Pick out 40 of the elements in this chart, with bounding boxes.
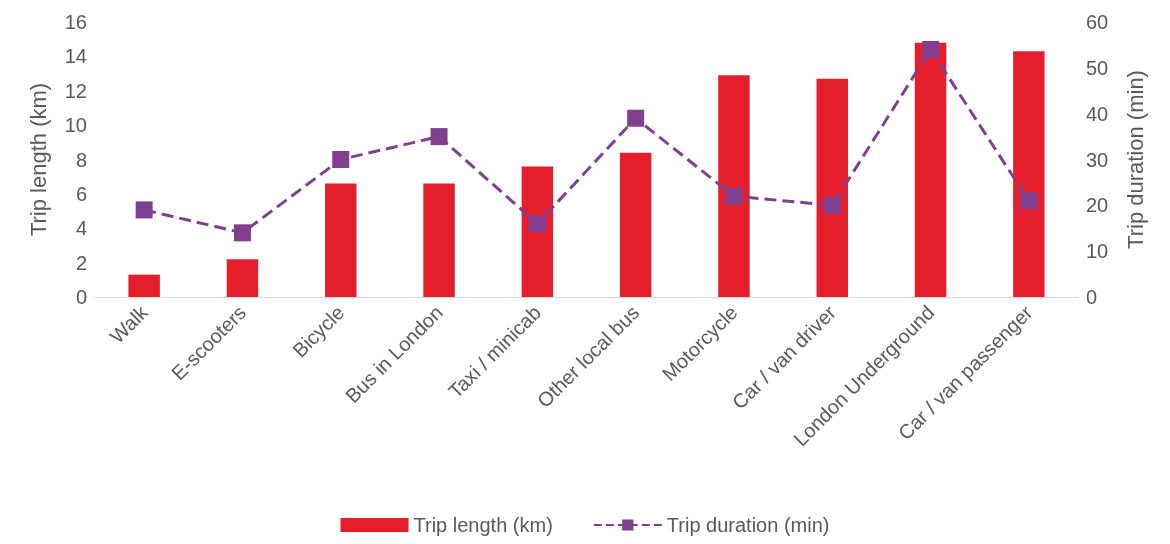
- point: [332, 151, 350, 168]
- legend-label: Trip length (km): [413, 514, 553, 536]
- y2-tick-label: 30: [1086, 148, 1109, 171]
- y2-axis-title: Trip duration (min): [1122, 70, 1148, 249]
- y-tick-label: 16: [64, 11, 87, 33]
- point: [823, 196, 841, 214]
- point: [430, 128, 448, 146]
- bar: [128, 274, 160, 297]
- y-tick-label: 14: [64, 45, 87, 68]
- point: [1020, 192, 1038, 210]
- point: [233, 224, 251, 242]
- point: [627, 109, 645, 127]
- y-tick-label: 10: [64, 114, 87, 137]
- bar: [816, 78, 848, 297]
- y-tick-label: 12: [64, 79, 87, 102]
- y2-tick-label: 60: [1086, 11, 1109, 33]
- bar: [226, 259, 259, 297]
- y-tick-label: 8: [75, 148, 87, 171]
- y-tick-label: 2: [75, 251, 87, 274]
- y-tick-label: 0: [75, 286, 87, 308]
- bar: [914, 42, 947, 297]
- bar: [619, 152, 652, 297]
- point: [135, 201, 153, 219]
- y-tick-label: 6: [75, 182, 87, 205]
- bar: [1013, 51, 1045, 297]
- point: [922, 41, 940, 58]
- point: [725, 187, 743, 205]
- point: [528, 215, 546, 233]
- y2-tick-label: 50: [1086, 56, 1109, 79]
- bar: [521, 166, 554, 297]
- y2-tick-label: 0: [1086, 286, 1098, 308]
- bar: [325, 183, 357, 297]
- y2-tick-label: 20: [1086, 194, 1109, 217]
- y2-tick-label: 40: [1086, 102, 1109, 125]
- bar: [718, 75, 750, 297]
- legend-label: Trip duration (min): [666, 514, 830, 536]
- y-tick-label: 4: [75, 217, 87, 240]
- bar: [423, 183, 455, 297]
- y-axis-title: Trip length (km): [25, 82, 51, 237]
- y2-tick-label: 10: [1086, 240, 1109, 263]
